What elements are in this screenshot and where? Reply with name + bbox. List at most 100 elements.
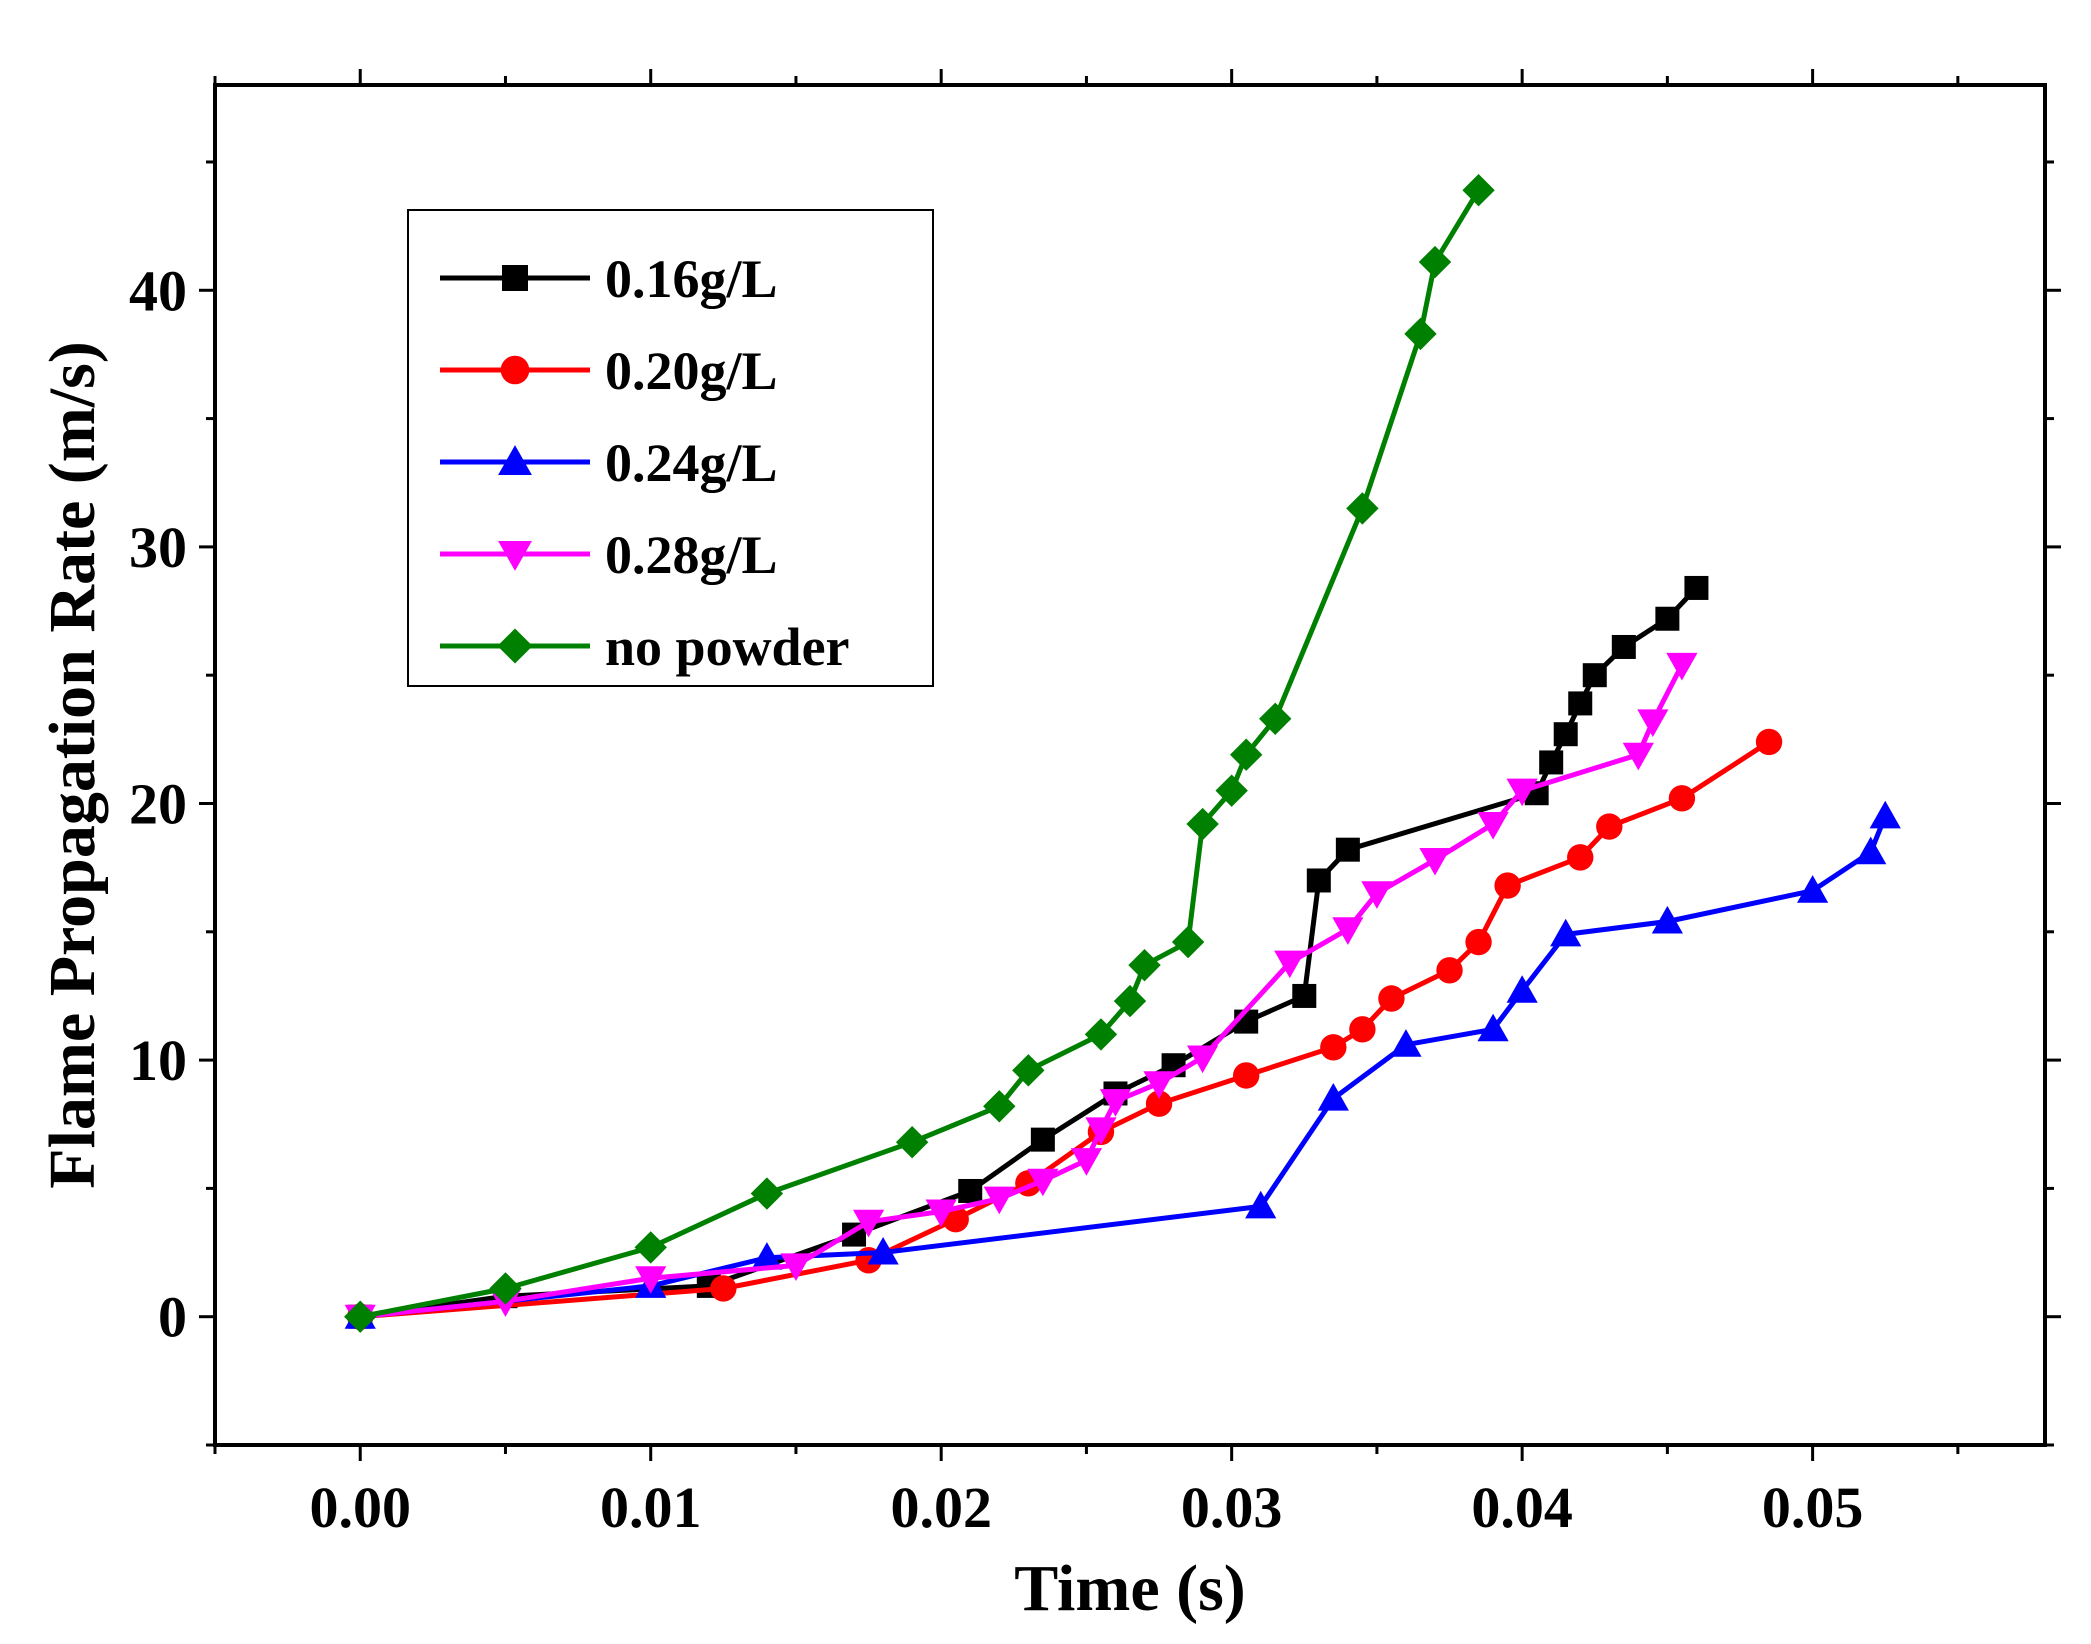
data-point [1404, 317, 1437, 351]
data-point [1215, 774, 1248, 807]
data-point [1113, 984, 1147, 1018]
data-point [1085, 1117, 1117, 1145]
data-point [1869, 800, 1901, 829]
data-point [1506, 975, 1538, 1003]
x-tick-label: 0.00 [309, 1475, 411, 1540]
legend-marker [502, 265, 528, 291]
data-point [1418, 245, 1452, 279]
data-point [1855, 836, 1887, 865]
data-point [780, 1253, 812, 1281]
data-point [1232, 1062, 1260, 1089]
series-layer [344, 174, 1901, 1333]
data-point [1797, 875, 1829, 903]
data-point [1084, 1018, 1118, 1051]
data-point [1666, 652, 1698, 681]
data-point [1186, 807, 1219, 841]
data-point [751, 1242, 783, 1270]
data-point [1684, 575, 1709, 600]
data-point [1419, 847, 1451, 876]
data-point [1596, 813, 1623, 840]
data-point [1317, 1082, 1349, 1111]
data-point [489, 1272, 522, 1305]
data-point [1274, 950, 1306, 979]
data-point [634, 1231, 667, 1264]
axes: 0.00 0.01 0.02 0.03 0.04 0.05 0 10 20 30 40 [129, 69, 2061, 1540]
y-axis-title: Flame Propagation Rate (m/s) [36, 341, 109, 1188]
data-point [1245, 1190, 1277, 1219]
data-point [1320, 1034, 1347, 1061]
data-point [1539, 750, 1564, 775]
data-point [867, 1236, 899, 1265]
data-point [1128, 948, 1161, 982]
data-point [1390, 1029, 1422, 1057]
legend: 0.16g/L 0.20g/L 0.24g/L 0.28g/L no powder [407, 209, 934, 687]
data-point [1335, 837, 1360, 862]
plot-frame [213, 83, 2047, 1447]
data-point [1506, 778, 1538, 807]
x-axis-title: Time (s) [1014, 1552, 1246, 1625]
legend-marker [498, 541, 532, 571]
x-tick-label: 0.02 [890, 1475, 992, 1540]
series-line [359, 663, 1685, 1320]
data-point [925, 1199, 957, 1228]
y-tick-label: 20 [129, 771, 187, 836]
legend-label: 0.16g/L [605, 249, 778, 309]
data-point [1553, 722, 1578, 747]
data-point [1306, 868, 1331, 893]
data-point [1361, 881, 1393, 909]
data-point [1187, 1045, 1219, 1074]
x-tick-label: 0.03 [1181, 1475, 1283, 1540]
data-point [983, 1090, 1016, 1123]
legend-marker [498, 445, 532, 475]
data-point [1143, 1071, 1175, 1099]
data-point [710, 1275, 737, 1302]
data-point [344, 1300, 377, 1333]
data-point [1465, 928, 1492, 956]
data-point [958, 1178, 983, 1203]
data-point [1668, 785, 1696, 812]
data-point [1030, 1127, 1055, 1152]
x-tick-label: 0.04 [1471, 1475, 1573, 1540]
legend-marker [497, 628, 533, 664]
data-point [1145, 1090, 1173, 1117]
data-point [1477, 812, 1509, 840]
data-point [1637, 709, 1669, 737]
legend-label: no powder [605, 617, 850, 677]
data-point [1462, 174, 1495, 207]
data-point [852, 1209, 885, 1238]
data-point [895, 1126, 929, 1159]
legend-label: 0.28g/L [605, 525, 778, 585]
y-tick-label: 30 [129, 515, 187, 580]
data-point [1012, 1054, 1045, 1087]
data-point [1550, 918, 1582, 947]
x-tick-label: 0.01 [600, 1475, 702, 1540]
legend-label: 0.24g/L [605, 433, 778, 493]
data-point [1655, 606, 1680, 631]
data-point [1229, 738, 1263, 771]
data-point [1477, 1013, 1509, 1042]
data-point [1568, 691, 1593, 716]
data-point [635, 1266, 667, 1294]
legend-label: 0.20g/L [605, 341, 778, 401]
legend-box [407, 209, 934, 687]
data-point [1099, 1089, 1132, 1117]
data-point [1436, 957, 1463, 984]
data-point [1582, 663, 1607, 688]
y-tick-label: 10 [129, 1028, 187, 1093]
data-point [1378, 985, 1405, 1012]
data-point [1346, 492, 1379, 525]
y-tick-label: 0 [158, 1285, 187, 1350]
data-point [1494, 872, 1521, 899]
legend-marker [500, 355, 530, 385]
data-point [1567, 844, 1594, 871]
data-point [1027, 1168, 1059, 1197]
series-4 [344, 174, 1495, 1333]
data-point [1611, 634, 1636, 659]
y-tick-label: 40 [129, 258, 187, 323]
data-point [750, 1177, 784, 1210]
data-point [1259, 702, 1292, 736]
x-tick-label: 0.05 [1762, 1475, 1864, 1540]
data-point [1651, 905, 1683, 934]
